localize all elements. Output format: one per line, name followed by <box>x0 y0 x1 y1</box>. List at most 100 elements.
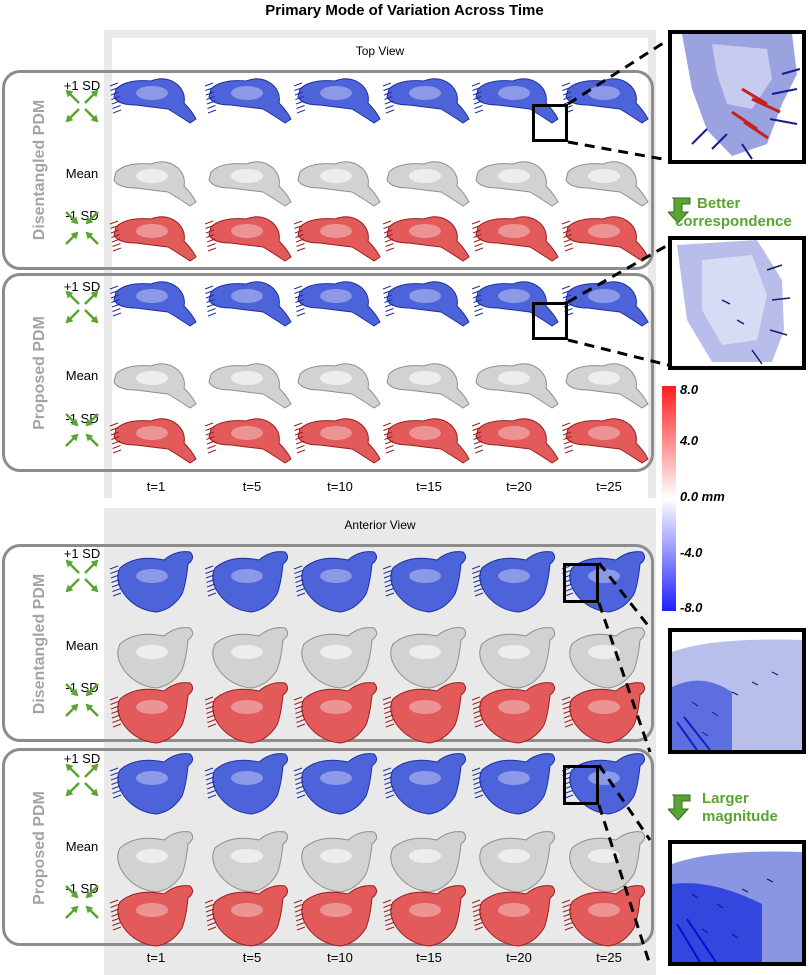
colorbar-tick: -8.0 <box>680 600 703 615</box>
callout-arrow-icon <box>668 197 691 224</box>
shape-minus-0 <box>109 885 194 947</box>
shape-mean-3 <box>386 363 470 409</box>
shape-plus-0 <box>109 551 194 613</box>
shape-mean-3 <box>390 831 467 893</box>
shape-mean-4 <box>475 363 559 409</box>
shape-minus-4 <box>471 885 556 947</box>
shape-plus-3 <box>382 753 467 815</box>
row-label-plus-sd: +1 SD <box>63 546 101 561</box>
shape-plus-4 <box>471 753 556 815</box>
shape-mean-4 <box>479 627 556 689</box>
callout-line: magnitude <box>702 808 778 825</box>
shape-mean-5 <box>565 363 649 409</box>
shape-mean-2 <box>301 831 378 893</box>
time-label: t=20 <box>506 950 532 965</box>
row-label-plus-sd: +1 SD <box>63 751 101 766</box>
shape-minus-3 <box>382 418 470 464</box>
shape-plus-0 <box>109 753 194 815</box>
contract-arrows-icon <box>65 413 99 447</box>
time-label: t=5 <box>242 950 262 965</box>
shape-plus-0 <box>109 281 197 327</box>
shape-plus-3 <box>382 551 467 613</box>
shape-mean-1 <box>208 363 292 409</box>
time-label: t=1 <box>146 479 166 494</box>
shape-mean-5 <box>569 627 646 689</box>
shape-minus-4 <box>471 682 556 744</box>
shape-minus-2 <box>293 216 381 262</box>
contract-arrows-icon <box>65 683 99 717</box>
shape-mean-2 <box>297 161 381 207</box>
shape-mean-2 <box>297 363 381 409</box>
top-disentangled-group <box>2 70 654 270</box>
shape-minus-1 <box>204 885 289 947</box>
shape-minus-4 <box>471 418 559 464</box>
shape-mean-1 <box>208 161 292 207</box>
expand-arrows-icon <box>65 290 99 324</box>
highlight-box <box>563 563 599 603</box>
colorbar-tick: 0.0 mm <box>680 489 725 504</box>
shape-plus-3 <box>382 281 470 327</box>
shape-mean-0 <box>113 363 197 409</box>
shape-minus-3 <box>382 885 467 947</box>
shape-minus-0 <box>109 216 197 262</box>
time-label: t=25 <box>596 950 622 965</box>
shape-plus-2 <box>293 78 381 124</box>
callout-text: Better correspondence <box>675 195 792 231</box>
anterior-proposed-group <box>2 748 654 946</box>
row-label-mean: Mean <box>65 638 99 653</box>
shape-plus-1 <box>204 551 289 613</box>
row-label-mean: Mean <box>65 839 99 854</box>
zoom-inset-top-proposed <box>668 236 806 370</box>
contract-arrows-icon <box>65 885 99 919</box>
colorbar-tick: 8.0 <box>680 382 699 397</box>
callout-text: Larger magnitude <box>702 790 778 826</box>
shape-plus-3 <box>382 78 470 124</box>
shape-mean-0 <box>117 831 194 893</box>
shape-mean-1 <box>212 627 289 689</box>
time-label: t=25 <box>596 479 622 494</box>
callout-line: correspondence <box>675 213 792 230</box>
shape-minus-1 <box>204 418 292 464</box>
shape-minus-0 <box>109 682 194 744</box>
shape-plus-1 <box>204 78 292 124</box>
shape-minus-5 <box>561 682 646 744</box>
expand-arrows-icon <box>65 89 99 123</box>
shape-minus-1 <box>204 682 289 744</box>
shape-minus-2 <box>293 418 381 464</box>
shape-plus-1 <box>204 281 292 327</box>
shape-mean-3 <box>386 161 470 207</box>
time-label: t=15 <box>416 950 442 965</box>
shape-minus-3 <box>382 682 467 744</box>
shape-plus-0 <box>109 78 197 124</box>
shape-mean-2 <box>301 627 378 689</box>
callout-line: Larger <box>702 790 749 807</box>
shape-minus-3 <box>382 216 470 262</box>
row-label-plus-sd: +1 SD <box>63 279 101 294</box>
time-label: t=10 <box>327 950 353 965</box>
shape-plus-2 <box>293 551 378 613</box>
shape-plus-2 <box>293 281 381 327</box>
row-label-plus-sd: +1 SD <box>63 78 101 93</box>
top-proposed-group <box>2 273 654 472</box>
anterior-view-title: Anterior View <box>344 518 416 532</box>
expand-arrows-icon <box>65 763 99 797</box>
time-label: t=10 <box>327 479 353 494</box>
colorbar-tick: 4.0 <box>680 433 699 448</box>
shape-mean-4 <box>479 831 556 893</box>
shape-mean-0 <box>113 161 197 207</box>
zoom-inset-anterior-proposed <box>668 840 806 966</box>
shape-minus-5 <box>561 885 646 947</box>
expand-arrows-icon <box>65 559 99 593</box>
shape-plus-2 <box>293 753 378 815</box>
shape-mean-5 <box>569 831 646 893</box>
shape-plus-4 <box>471 281 559 327</box>
figure-title: Primary Mode of Variation Across Time <box>265 2 544 19</box>
shape-minus-2 <box>293 682 378 744</box>
shape-minus-5 <box>561 216 649 262</box>
contract-arrows-icon <box>65 211 99 245</box>
highlight-box <box>563 765 599 805</box>
shape-mean-4 <box>475 161 559 207</box>
time-label: t=5 <box>242 479 262 494</box>
row-label-mean: Mean <box>65 368 99 383</box>
